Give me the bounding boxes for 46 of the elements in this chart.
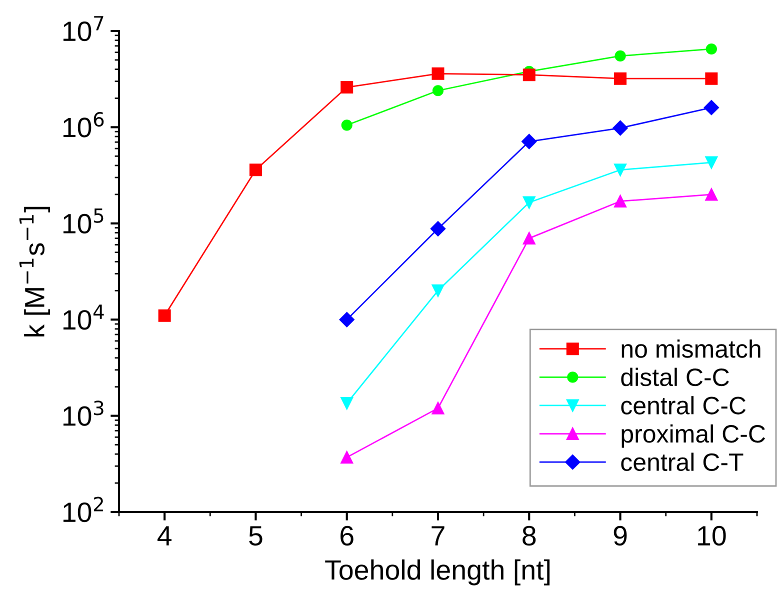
y-tick-label: 10$^{5}$ <box>63 208 104 234</box>
point <box>249 164 262 176</box>
point <box>705 188 718 201</box>
point <box>340 397 354 410</box>
point <box>432 284 444 297</box>
point <box>705 156 718 169</box>
point <box>432 67 444 80</box>
y-tick-label: 10$^{3}$ <box>63 400 104 426</box>
point <box>614 50 626 62</box>
point <box>614 164 627 176</box>
point <box>704 100 719 116</box>
y-axis-title: k [M$^{−1}$s$^{−1}$] <box>19 206 50 336</box>
legend-label: central C-C <box>621 396 746 414</box>
point <box>340 451 354 464</box>
x-tick-label: 6 <box>340 526 354 546</box>
point <box>341 120 352 131</box>
point <box>614 194 627 208</box>
point <box>339 312 354 328</box>
point <box>432 402 444 414</box>
legend-label: proximal C-C <box>622 424 766 448</box>
x-tick-label: 5 <box>249 526 262 546</box>
point <box>522 196 536 209</box>
y-tick-label: 10$^{4}$ <box>63 304 104 330</box>
x-tick-label: 4 <box>157 526 172 546</box>
y-tick-label: 10$^{2}$ <box>63 496 103 522</box>
point <box>432 85 444 96</box>
x-axis-title: Toehold length [nt] <box>325 559 550 586</box>
legend-label: central C-T <box>621 452 744 472</box>
point <box>706 43 717 55</box>
point <box>340 81 354 94</box>
point <box>430 221 446 236</box>
point <box>522 232 536 245</box>
point <box>705 72 718 85</box>
point <box>522 134 537 150</box>
x-tick-label: 10 <box>698 526 726 546</box>
y-tick-label: 10$^{6}$ <box>63 112 104 138</box>
point <box>158 309 171 322</box>
x-tick-label: 9 <box>614 526 627 546</box>
point <box>522 68 536 82</box>
legend-label: distal C-C <box>621 368 729 386</box>
point <box>614 72 627 85</box>
point <box>612 120 628 136</box>
x-tick-label: 7 <box>432 526 444 546</box>
legend-label: no mismatch <box>622 339 760 358</box>
x-tick-label: 8 <box>522 526 536 546</box>
y-tick-label: 10$^{7}$ <box>63 16 104 42</box>
